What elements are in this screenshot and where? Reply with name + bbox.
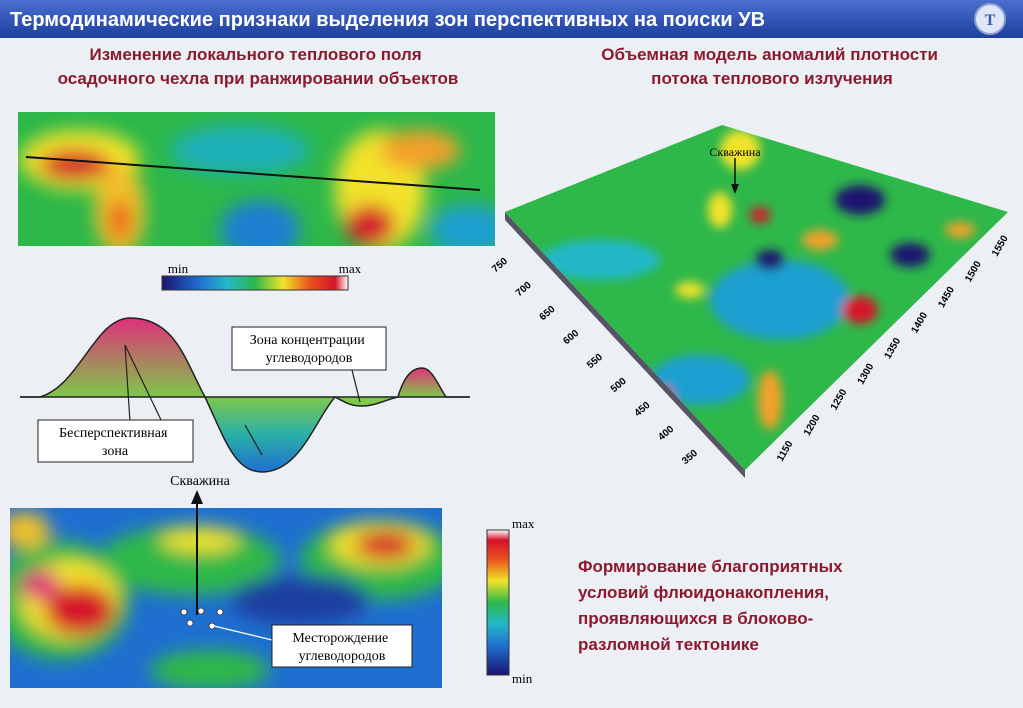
axis-tick-label: 500 xyxy=(609,376,629,395)
conclusion-line: Формирование благоприятных xyxy=(578,557,843,576)
callout-line xyxy=(213,625,273,641)
axis-tick-label: 1150 xyxy=(775,439,796,464)
conclusion-line: проявляющихся в блоково- xyxy=(578,609,813,628)
well-label: Скважина xyxy=(170,474,230,489)
label-line: углеводородов xyxy=(266,351,353,366)
axis-tick-label: 550 xyxy=(585,352,605,371)
axis-tick-label: 600 xyxy=(561,328,581,347)
axis-tick-label: 1300 xyxy=(856,361,877,386)
heading-line: Изменение локального теплового поля xyxy=(90,45,422,64)
axis-tick-label: 1400 xyxy=(909,310,930,335)
heat-map xyxy=(18,112,495,246)
colorbar xyxy=(486,529,510,676)
axis-tick-label: 1350 xyxy=(883,336,904,361)
colorbar-min: min xyxy=(512,671,533,686)
left-heading: Изменение локального теплового поля осад… xyxy=(58,45,459,88)
axis-tick-label: 450 xyxy=(633,400,653,419)
arrow-head xyxy=(731,184,739,194)
wells xyxy=(180,607,224,630)
label-line: Зона концентрации xyxy=(250,333,365,348)
right-heading: Объемная модель аномалий плотности поток… xyxy=(601,45,942,88)
arrow-head xyxy=(191,490,203,504)
positive-anomaly xyxy=(40,318,205,397)
heading-line: потока теплового излучения xyxy=(651,69,893,88)
axis-tick-label: 750 xyxy=(490,256,510,275)
barren-zone-label: Бесперспективная зона xyxy=(59,426,171,459)
surface-model xyxy=(505,125,1008,470)
header-bar xyxy=(0,0,1023,38)
deposit-label: Месторождение углеводородов xyxy=(292,631,391,664)
axis-tick-label: 1250 xyxy=(829,387,850,412)
axis-tick-label: 1450 xyxy=(936,285,957,310)
axis-tick-label: 700 xyxy=(514,280,534,299)
label-line: Месторождение xyxy=(292,631,388,646)
logo-mark: Т xyxy=(985,12,996,29)
conclusion: Формирование благоприятных условий флюид… xyxy=(578,557,847,654)
label-line: Бесперспективная xyxy=(59,426,168,441)
callout-box xyxy=(37,419,194,463)
conclusion-line: условий флюидонакопления, xyxy=(578,583,829,602)
axis-tick-label: 1500 xyxy=(963,259,984,284)
label-line: углеводородов xyxy=(299,649,386,664)
callout-box xyxy=(271,624,413,668)
colorbar-max: max xyxy=(512,516,535,531)
model-well-label: Скважина xyxy=(709,145,761,159)
header-title: Термодинамические признаки выделения зон… xyxy=(10,9,765,31)
callout-lines xyxy=(124,344,361,456)
concentration-zone-label: Зона концентрации углеводородов xyxy=(250,333,368,366)
logo xyxy=(974,3,1006,35)
profile-curve xyxy=(20,317,470,473)
label-line: зона xyxy=(102,444,129,459)
axis-tick-label: 400 xyxy=(656,424,676,443)
heat-map xyxy=(10,508,442,688)
axis-tick-label: 350 xyxy=(680,448,700,467)
axis-tick-label: 650 xyxy=(538,304,558,323)
colorbar xyxy=(161,275,349,291)
conclusion-line: разломной тектонике xyxy=(578,635,759,654)
negative-anomaly xyxy=(205,397,335,472)
axis-tick-label: 1200 xyxy=(802,413,823,438)
model-side xyxy=(505,212,745,478)
colorbar-min: min xyxy=(168,261,189,276)
axis-tick-label: 1550 xyxy=(990,233,1011,258)
heading-line: осадочного чехла при ранжировании объект… xyxy=(58,69,459,88)
heading-line: Объемная модель аномалий плотности xyxy=(601,45,938,64)
colorbar-max: max xyxy=(339,261,362,276)
callout-box xyxy=(231,326,387,371)
small-anomaly xyxy=(398,368,446,397)
